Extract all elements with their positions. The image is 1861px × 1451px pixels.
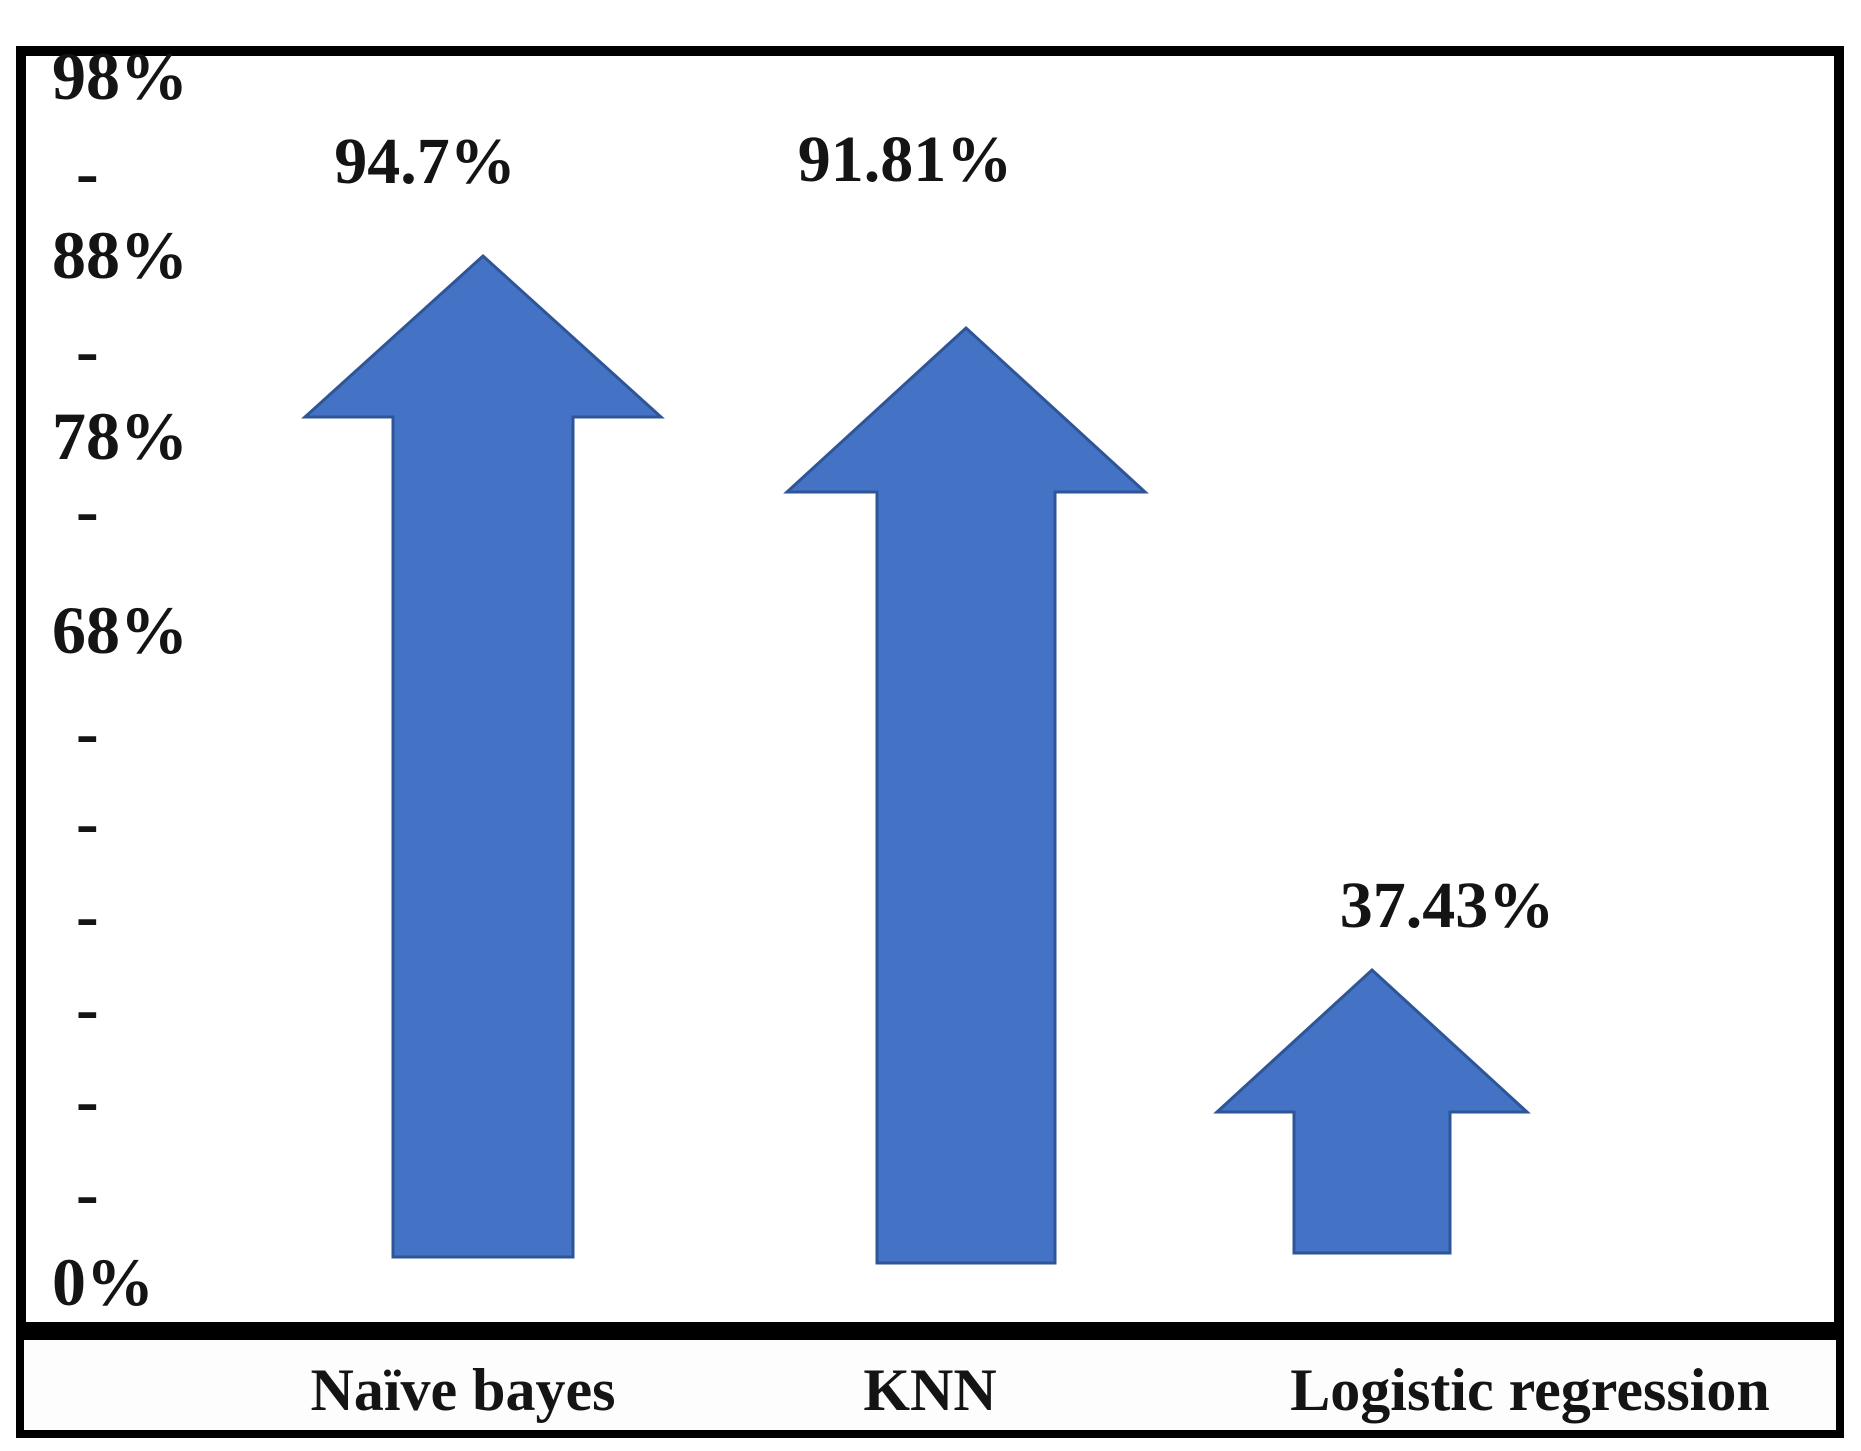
category-label-logistic-regression: Logistic regression	[1290, 1357, 1770, 1423]
y-axis-tick: -	[76, 312, 99, 388]
y-axis-tick: -	[76, 134, 99, 210]
y-axis-tick: -	[76, 1062, 99, 1138]
category-axis-strip	[16, 1332, 1844, 1438]
value-label-logistic-regression: 37.43%	[1339, 869, 1555, 942]
y-axis-tick: -	[76, 1155, 99, 1231]
y-axis-label: 98%	[52, 38, 188, 114]
y-axis-tick: -	[76, 472, 99, 548]
chart-area	[16, 46, 1844, 1332]
y-axis-label: 0%	[52, 1244, 154, 1320]
y-axis-label: 68%	[52, 592, 188, 668]
y-axis-tick: -	[76, 694, 99, 770]
y-axis-tick: -	[76, 877, 99, 953]
y-axis-label: 88%	[52, 217, 188, 293]
category-label-naive-bayes: Naïve bayes	[310, 1357, 616, 1423]
y-axis-tick: -	[76, 784, 99, 860]
value-label-knn: 91.81%	[797, 123, 1013, 196]
y-axis-label: 78%	[52, 398, 188, 474]
y-axis-tick: -	[76, 970, 99, 1046]
category-label-knn: KNN	[863, 1357, 997, 1423]
value-label-naive-bayes: 94.7%	[334, 125, 516, 198]
